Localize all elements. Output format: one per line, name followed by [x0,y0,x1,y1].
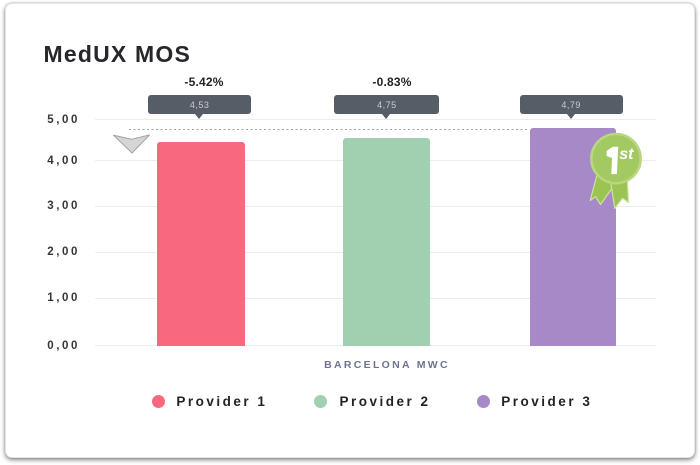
svg-text:st: st [619,146,634,163]
